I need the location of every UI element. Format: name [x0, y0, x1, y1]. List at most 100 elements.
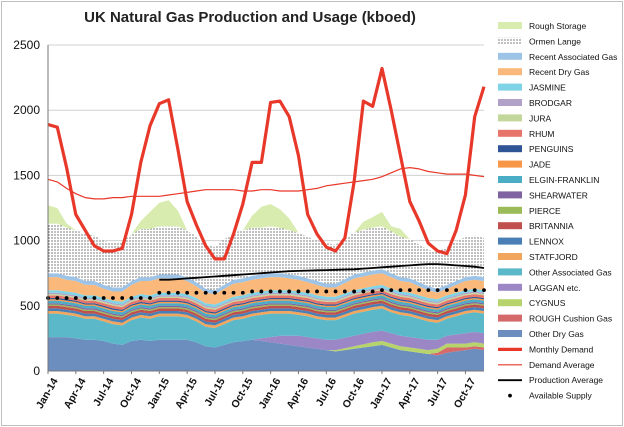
legend-item-recent-associated-gas: Recent Associated Gas: [498, 52, 617, 62]
legend-swatch: [498, 37, 522, 45]
point-available-supply: [417, 288, 421, 293]
legend-item-lennox: LENNOX: [498, 237, 564, 247]
point-available-supply: [64, 296, 69, 300]
point-available-supply: [278, 289, 282, 294]
legend-item-other-dry-gas: Other Dry Gas: [498, 329, 584, 339]
y-tick-label: 2000: [13, 103, 40, 117]
point-available-supply: [472, 288, 477, 293]
point-available-supply: [435, 288, 440, 293]
x-tick-label: Jul-15: [202, 376, 228, 408]
point-available-supply: [454, 288, 459, 293]
legend-label: Recent Associated Gas: [529, 52, 617, 62]
point-available-supply: [83, 296, 88, 300]
chart-title: UK Natural Gas Production and Usage (kbo…: [84, 9, 416, 26]
legend-label: LAGGAN etc.: [529, 283, 581, 293]
legend-swatch: [498, 191, 522, 199]
x-tick-label: Oct-16: [340, 376, 367, 410]
y-tick-label: 2500: [13, 38, 40, 52]
x-tick-label: Jul-17: [425, 376, 451, 408]
legend-swatch: [498, 222, 522, 230]
point-available-supply: [175, 290, 180, 295]
legend-swatch: [498, 330, 522, 337]
legend-swatch: [498, 99, 522, 106]
legend-label: Other Dry Gas: [529, 329, 584, 339]
legend-item-statfjord: STATFJORD: [498, 252, 578, 262]
area-cygnus: [48, 337, 484, 354]
area-rhum: [48, 290, 484, 313]
point-available-supply: [482, 288, 486, 293]
point-available-supply: [185, 290, 190, 295]
y-tick-label: 500: [20, 299, 40, 313]
legend-item-cygnus: CYGNUS: [498, 298, 566, 308]
legend-label: Available Supply: [529, 391, 592, 401]
point-available-supply: [444, 288, 449, 293]
legend-label: JURA: [529, 113, 552, 123]
legend-swatch: [498, 253, 522, 260]
area-recent-associated-gas: [48, 269, 484, 295]
point-available-supply: [296, 289, 301, 294]
legend-label: Monthly Demand: [529, 344, 594, 354]
point-available-supply: [287, 289, 292, 294]
area-britannia: [48, 300, 484, 323]
legend-swatch: [498, 299, 522, 307]
x-tick-label: Oct-17: [452, 376, 479, 410]
legend-label: PENGUINS: [529, 144, 574, 154]
point-available-supply: [407, 288, 412, 293]
area-recent-dry-gas: [48, 273, 484, 305]
legend-item-jura: JURA: [498, 113, 552, 123]
legend-item-recent-dry-gas: Recent Dry Gas: [498, 67, 589, 77]
legend-swatch: [498, 283, 522, 291]
line-demand-average: [47, 167, 485, 200]
legend-item-laggan-etc: LAGGAN etc.: [498, 283, 581, 293]
point-available-supply: [324, 289, 329, 294]
x-tick-label: Jan-14: [34, 376, 61, 411]
x-tick-label: Apr-17: [396, 376, 423, 411]
legend-item-rough-cushion-gas: ROUGH Cushion Gas: [498, 314, 612, 324]
point-available-supply: [231, 290, 236, 295]
x-tick-label: Oct-15: [229, 376, 256, 410]
legend-swatch: [498, 68, 522, 76]
legend-item-penguins: PENGUINS: [498, 144, 574, 154]
point-available-supply: [426, 288, 431, 293]
legend-item-britannia: BRITANNIA: [498, 221, 574, 231]
point-available-supply: [333, 289, 338, 294]
point-available-supply: [305, 289, 310, 294]
legend-swatch: [498, 268, 522, 276]
legend-item-monthly-demand: Monthly Demand: [498, 344, 594, 354]
point-available-supply: [129, 296, 134, 300]
legend-item-available-supply: Available Supply: [508, 391, 592, 401]
legend-label: Production Average: [529, 375, 603, 385]
x-tick-label: Apr-15: [173, 376, 200, 411]
legend-label: Other Associated Gas: [529, 267, 612, 277]
area-elgin-franklin: [48, 295, 484, 318]
point-available-supply: [73, 296, 78, 300]
point-available-supply: [315, 289, 319, 294]
legend-item-shearwater: SHEARWATER: [498, 190, 588, 200]
legend: Rough Storage Ormen Lange Recent Associate…: [498, 21, 617, 401]
point-available-supply: [352, 289, 357, 294]
y-tick-label: 0: [33, 364, 40, 378]
legend-label: RHUM: [529, 129, 555, 139]
area-rough-storage: [48, 200, 484, 253]
legend-swatch: [498, 237, 522, 245]
legend-item-other-associated-gas: Other Associated Gas: [498, 267, 612, 277]
x-tick-label: Jan-17: [368, 376, 395, 411]
legend-item-demand-average: Demand Average: [498, 360, 595, 370]
point-available-supply: [111, 296, 115, 300]
point-available-supply: [361, 289, 366, 294]
legend-label: Rough Storage: [529, 21, 586, 31]
area-other-dry-gas: [48, 337, 484, 371]
legend-swatch: [498, 22, 522, 29]
area-statfjord: [48, 305, 484, 328]
x-tick-label: Apr-14: [62, 376, 89, 411]
x-tick-label: Jul-14: [91, 376, 117, 408]
legend-swatch: [508, 393, 512, 398]
legend-item-elgin-franklin: ELGIN-FRANKLIN: [498, 175, 599, 185]
x-tick-label: Jan-16: [256, 376, 283, 411]
legend-item-jade: JADE: [498, 160, 551, 170]
legend-swatch: [498, 52, 522, 60]
point-available-supply: [380, 288, 384, 293]
point-available-supply: [222, 290, 227, 295]
legend-label: PIERCE: [529, 206, 561, 216]
